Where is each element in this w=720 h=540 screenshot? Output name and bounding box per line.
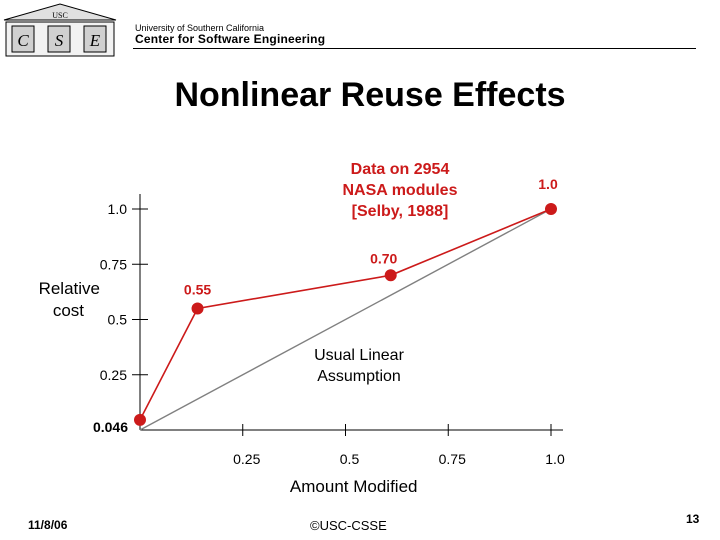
data-point-label: 0.55 <box>184 281 211 297</box>
data-source-annotation-line: [Selby, 1988] <box>352 203 449 220</box>
chart-lines <box>139 208 552 431</box>
x-tick-label: 0.5 <box>340 451 360 467</box>
logo-letter-e: E <box>89 31 101 50</box>
linear-annotation-line: Usual Linear <box>314 347 405 364</box>
y-tick-label: 0.75 <box>100 256 127 272</box>
data-point <box>545 203 557 215</box>
data-series-line <box>139 208 552 421</box>
center-name: Center for Software Engineering <box>135 32 326 46</box>
logo-letter-c: C <box>17 31 29 50</box>
logo-letter-s: S <box>55 31 64 50</box>
y-tick-label: 0.5 <box>108 312 128 328</box>
page-number: 13 <box>686 512 700 526</box>
data-source-annotation-line: Data on 2954 <box>351 161 450 178</box>
data-point <box>134 413 146 426</box>
footer-copyright: ©USC-CSSE <box>310 518 387 533</box>
y-axis-label-line2: cost <box>53 301 84 320</box>
logo-top-text: USC <box>52 11 68 20</box>
data-point <box>384 269 397 282</box>
y-tick-label: 0.046 <box>93 419 128 435</box>
y-tick-label: 1.0 <box>108 201 128 217</box>
logo-block-e <box>83 25 107 53</box>
header-rule <box>133 48 696 49</box>
x-tick-label: 1.0 <box>545 451 565 467</box>
y-axis-label-line1: Relative <box>39 279 100 298</box>
logo-block-c <box>11 25 35 53</box>
linear-annotation-line: Assumption <box>317 368 401 385</box>
chart-points <box>134 203 557 426</box>
logo-block-s <box>47 25 71 53</box>
university-name: University of Southern California <box>135 23 265 33</box>
chart-labels: 0.046 0.25 0.5 0.75 1.0 0.25 0.5 0.75 1.0 Amount … <box>39 161 565 496</box>
linear-assumption-line <box>139 208 552 431</box>
y-tick-label: 0.25 <box>100 367 127 383</box>
x-tick-label: 0.25 <box>233 451 260 467</box>
chart-axes <box>139 194 563 431</box>
logo-roof <box>3 3 117 21</box>
cse-logo: USC C S E <box>3 3 117 57</box>
footer-date: 11/8/06 <box>28 518 68 532</box>
chart-ticks <box>132 208 552 436</box>
x-axis-label: Amount Modified <box>290 477 418 496</box>
data-point-label: 0.70 <box>370 250 397 266</box>
data-source-annotation-line: NASA modules <box>343 182 458 199</box>
x-tick-label: 0.75 <box>439 451 466 467</box>
data-point-label: 1.0 <box>538 176 558 192</box>
slide-title: Nonlinear Reuse Effects <box>174 76 566 114</box>
data-point <box>191 302 204 315</box>
